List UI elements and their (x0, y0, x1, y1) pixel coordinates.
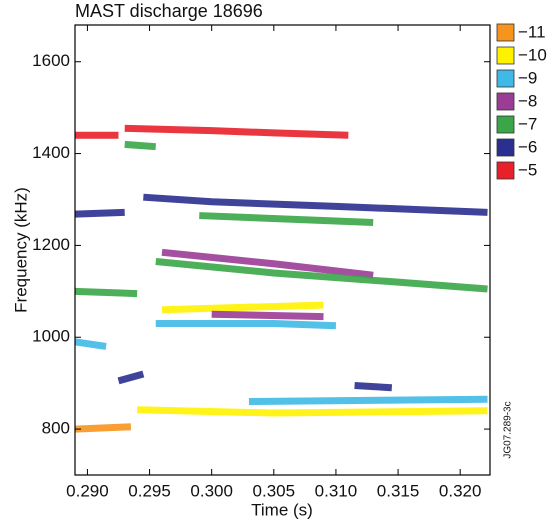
legend-swatch (496, 46, 515, 65)
mode-streak (155, 257, 488, 293)
mode-streak (161, 248, 374, 279)
legend-label: −6 (518, 137, 537, 156)
mode-streak (75, 338, 107, 350)
mode-streak (211, 310, 324, 321)
x-tick-label: 0.300 (190, 481, 233, 500)
legend-label: −8 (518, 91, 537, 110)
mode-streak (75, 287, 138, 298)
mode-streak (137, 406, 488, 417)
mode-streak (143, 193, 488, 216)
mode-streak (124, 140, 157, 151)
legend-swatch (496, 138, 515, 157)
legend-swatch (496, 23, 515, 42)
annotation: JG07.289-3c (503, 401, 514, 458)
y-tick-label: 1600 (32, 51, 70, 70)
legend-label: −11 (518, 22, 546, 41)
y-tick-label: 1000 (32, 327, 70, 346)
x-tick-label: 0.290 (66, 481, 109, 500)
legend-label: −7 (518, 114, 537, 133)
plot-frame (74, 24, 491, 476)
y-tick-label: 800 (42, 419, 70, 438)
mode-streak (75, 208, 125, 218)
legend-label: −5 (518, 160, 537, 179)
y-tick-label: 1200 (32, 235, 70, 254)
legend-swatch (496, 161, 515, 180)
chart-title: MAST discharge 18696 (75, 1, 263, 21)
mode-streak (161, 301, 324, 314)
legend-label: −9 (518, 68, 537, 87)
mode-streak (354, 381, 393, 392)
mode-streak (75, 423, 132, 433)
x-tick-label: 0.295 (128, 481, 171, 500)
mode-streak (248, 395, 488, 406)
x-tick-label: 0.320 (439, 481, 482, 500)
x-tick-label: 0.310 (315, 481, 358, 500)
legend-label: −10 (518, 45, 547, 64)
mode-streak (124, 124, 349, 139)
plot-area (75, 124, 488, 433)
x-tick-label: 0.315 (377, 481, 420, 500)
legend-swatch (496, 69, 515, 88)
x-tick-label: 0.305 (253, 481, 296, 500)
mode-streak (155, 319, 337, 330)
mode-streak (117, 370, 145, 385)
legend-swatch (496, 92, 515, 111)
y-axis-label: Frequency (kHz) (11, 187, 30, 313)
mode-streak (199, 212, 374, 226)
y-tick-label: 1400 (32, 143, 70, 162)
x-axis-label: Time (s) (251, 500, 313, 519)
legend-swatch (496, 115, 515, 134)
